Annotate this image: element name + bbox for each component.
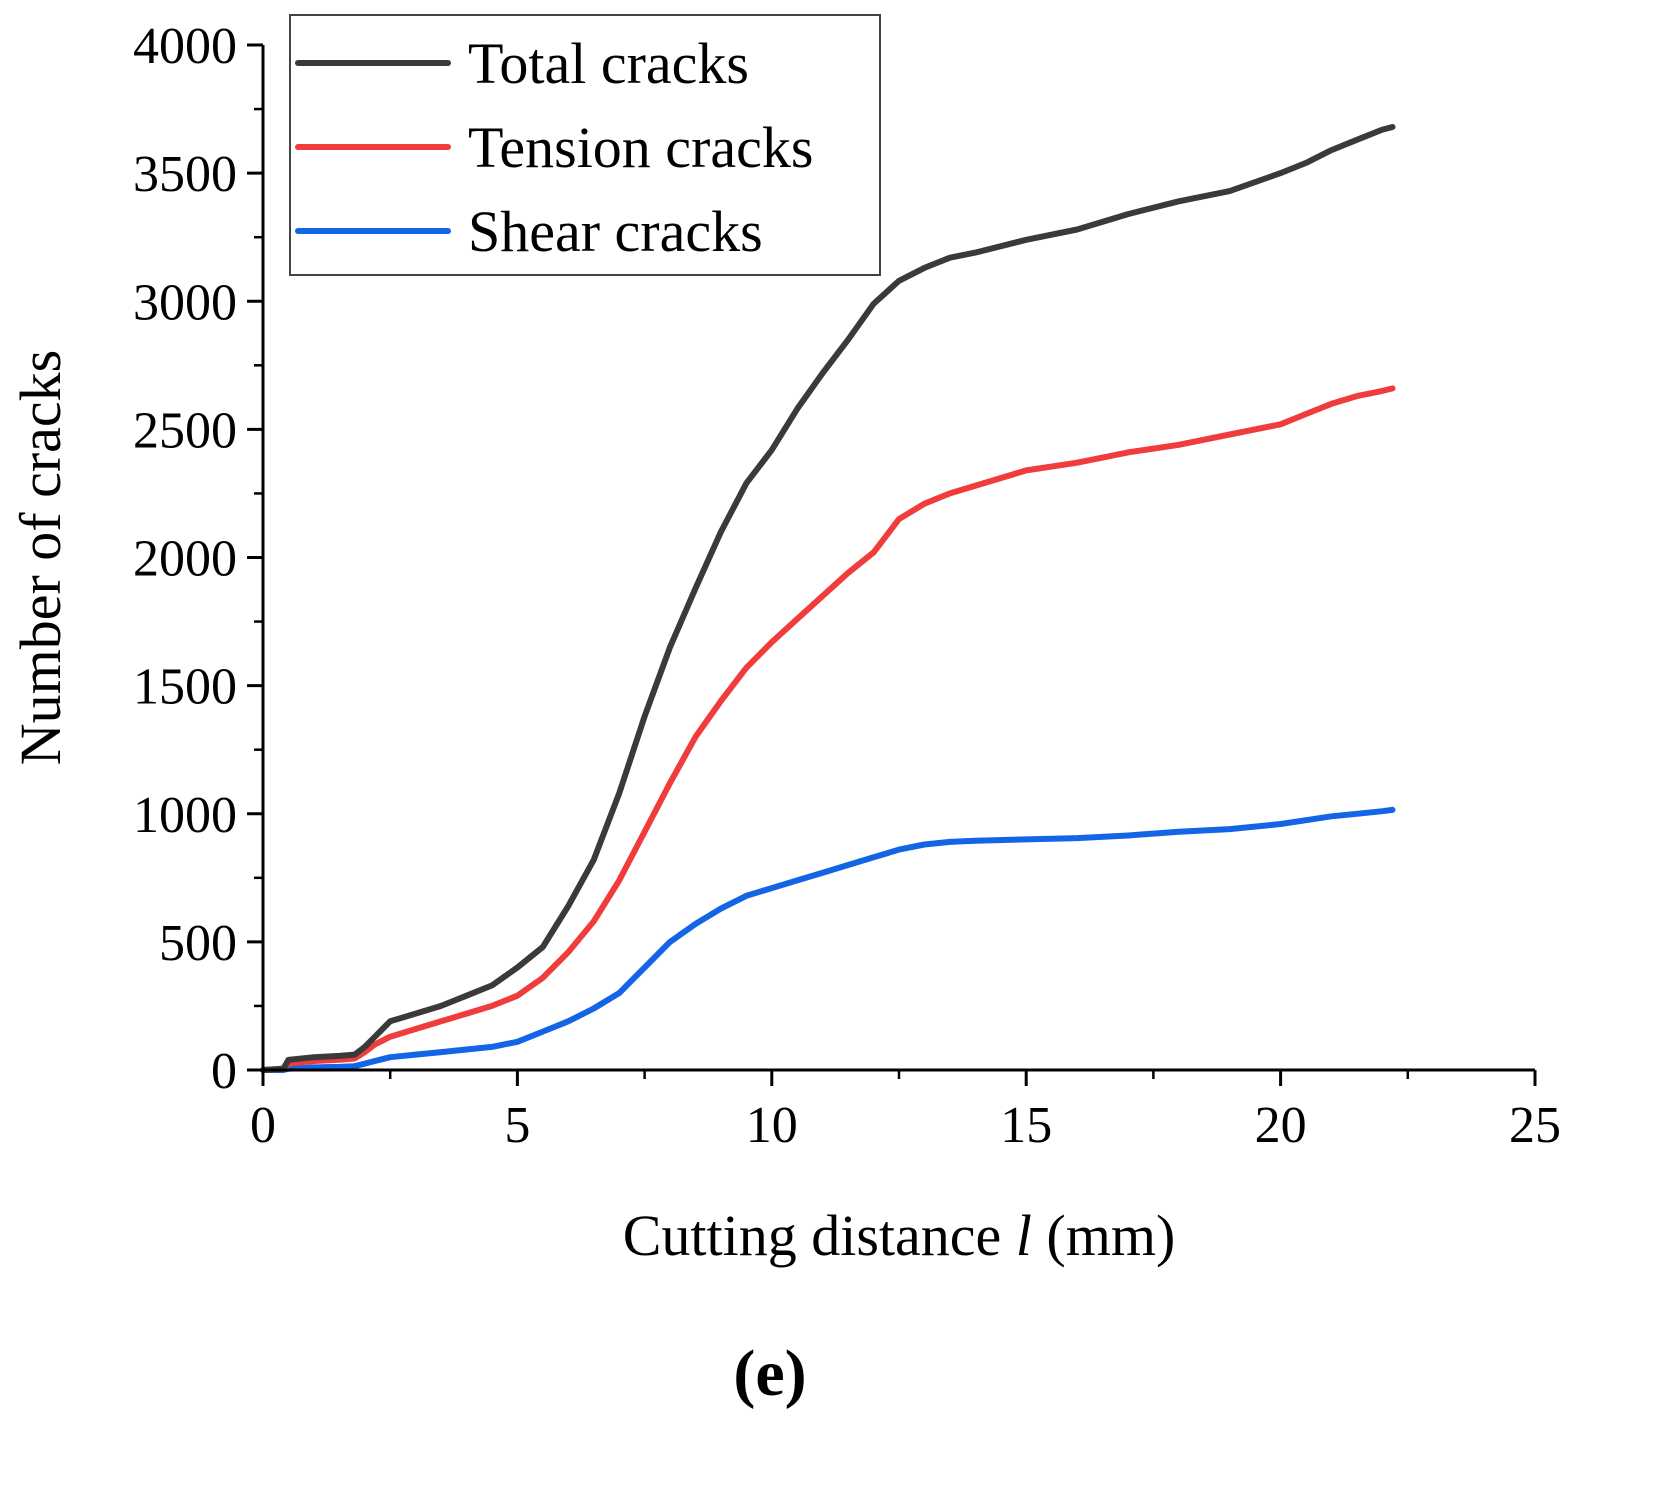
y-axis-title: Number of cracks [8,350,73,766]
legend-entry: Total cracks [295,31,749,96]
series-line-tension-cracks [260,385,1396,1073]
y-tick-label: 1500 [133,659,237,716]
series-line-shear-cracks [260,806,1396,1073]
series-line-total-cracks [260,124,1396,1073]
legend-entry: Shear cracks [295,199,763,264]
x-tick-label: 5 [504,1097,530,1154]
x-tick-label: 25 [1509,1097,1561,1154]
y-tick-label: 4000 [133,18,237,75]
legend-entry: Tension cracks [295,115,813,180]
x-tick-label: 15 [1000,1097,1052,1154]
y-tick-label: 500 [159,915,237,972]
legend-label: Tension cracks [468,115,813,180]
y-tick-label: 3500 [133,146,237,203]
y-tick-label: 0 [211,1043,237,1100]
x-tick-label: 20 [1255,1097,1307,1154]
y-tick-label: 2500 [133,402,237,459]
ticks-layer: 0 500 1000 1500 2000 2500 3000 3500 4000 0 5 10 15 20… [133,18,1561,1154]
x-tick-label: 0 [250,1097,276,1154]
series-layer [260,124,1396,1073]
y-tick-label: 2000 [133,531,237,588]
x-tick-label: 10 [746,1097,798,1154]
x-axis-title: Cutting distance l (mm) [623,1203,1176,1268]
y-tick-label: 3000 [133,274,237,331]
legend-label: Shear cracks [468,199,763,264]
y-tick-label: 1000 [133,787,237,844]
legend: Total cracks Tension cracks Shear cracks [289,14,881,276]
legend-label: Total cracks [468,31,749,96]
panel-label: (e) [733,1337,806,1410]
